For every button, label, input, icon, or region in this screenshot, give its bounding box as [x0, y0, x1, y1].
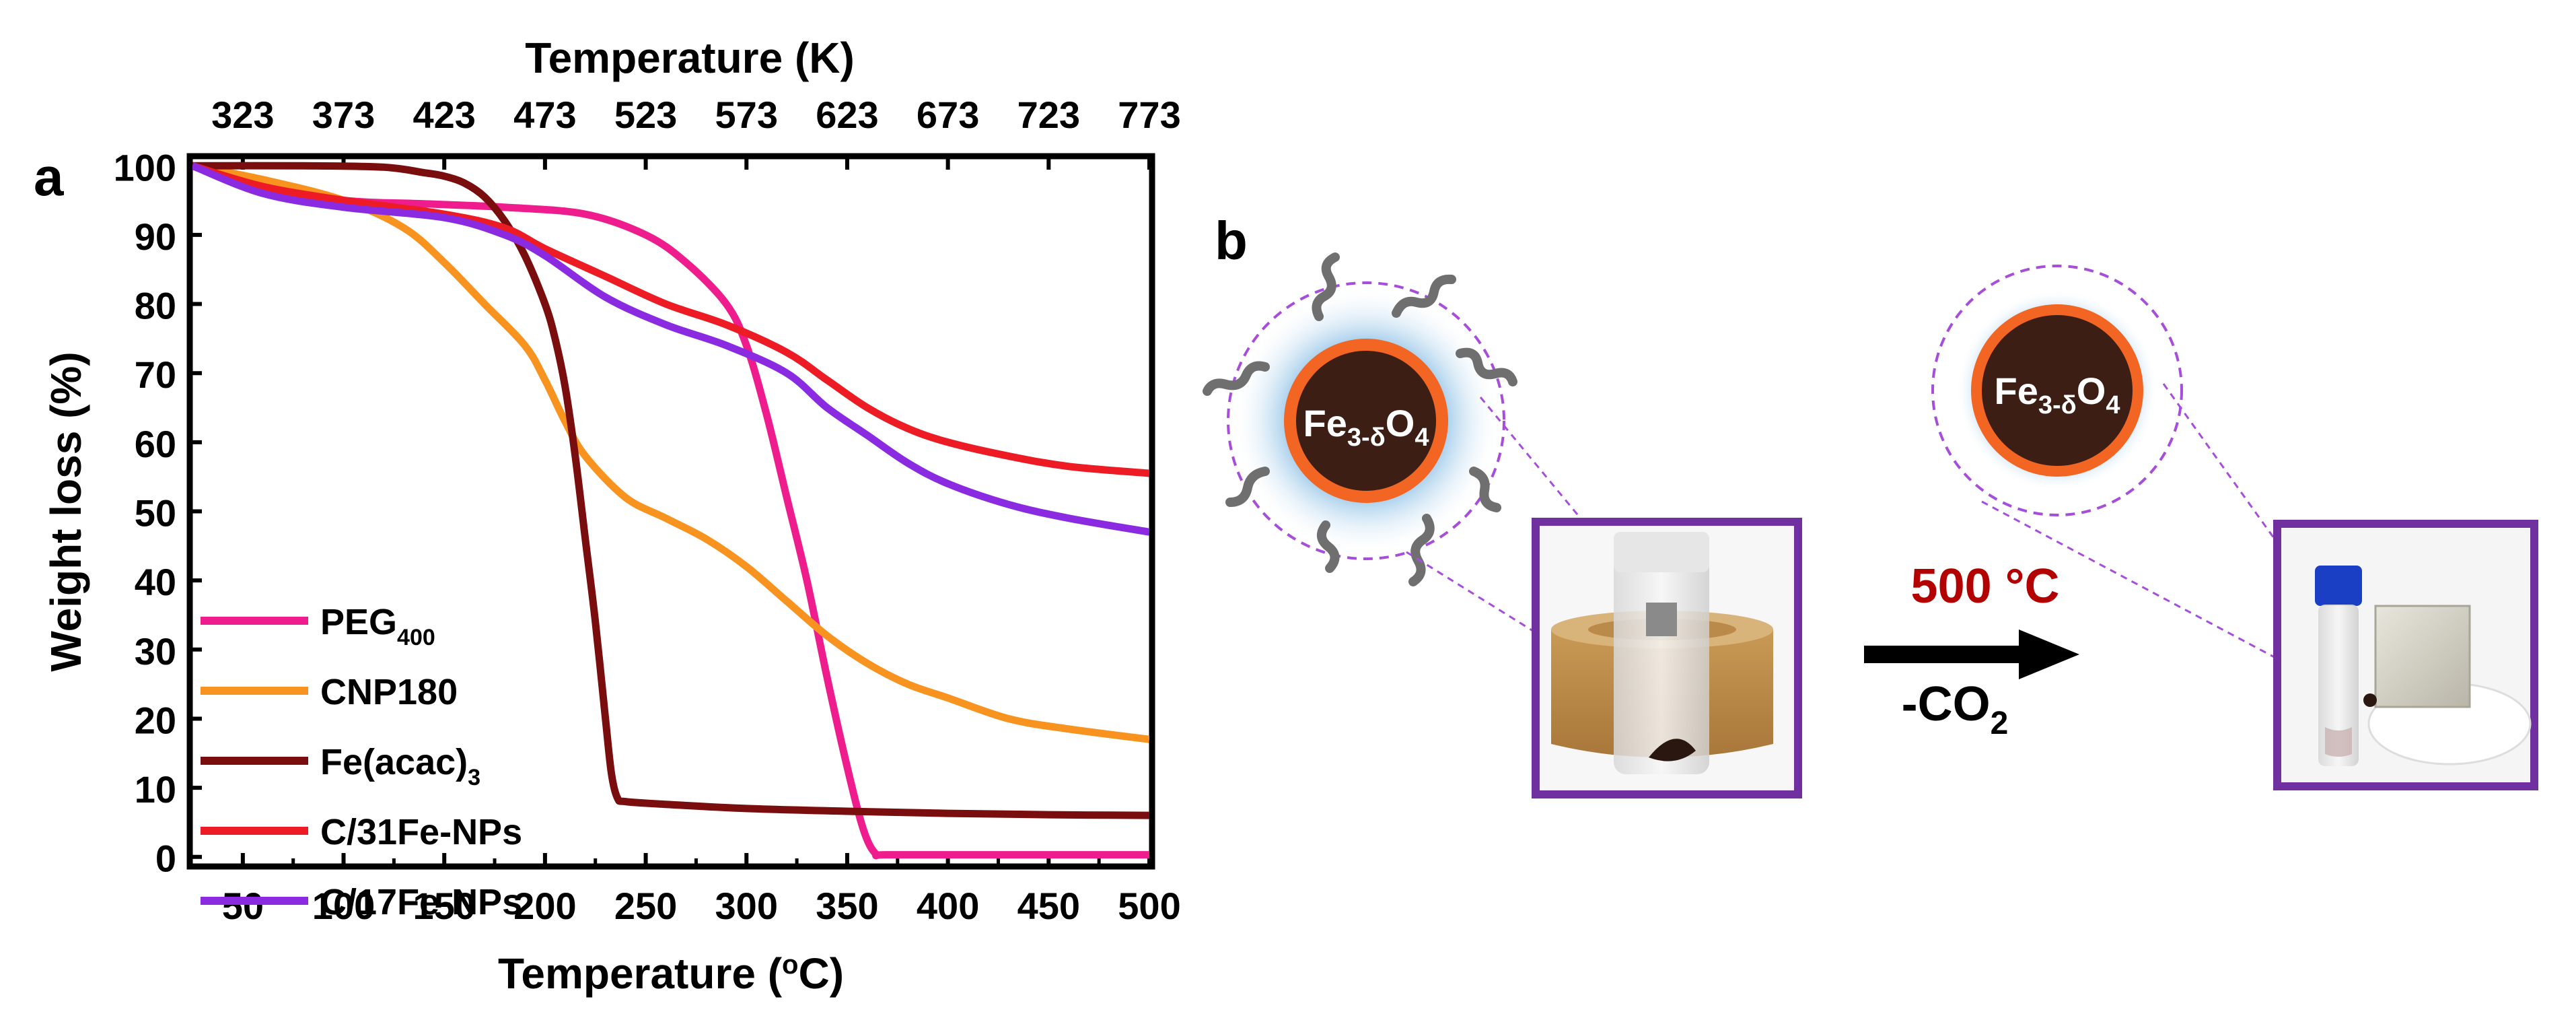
- coated-nanoparticle: Fe3-δO4: [1203, 252, 1517, 586]
- series-line-c-17fe-nps: [192, 162, 1149, 536]
- ligand-chains: [1203, 252, 1517, 586]
- arrow-head: [2019, 629, 2079, 679]
- y-tick-label: 60: [135, 423, 176, 465]
- panel-b-label: b: [1215, 211, 1248, 271]
- series-line-cnp180: [192, 162, 1149, 743]
- y-axis-title: Weight loss (%): [42, 351, 90, 671]
- legend: PEG400 CNP180 Fe(acac)3 C/31Fe-NPs C/17Fe-NP…: [201, 602, 522, 922]
- photo-vial-before: [1532, 518, 1802, 798]
- legend-label: Fe(acac)3: [320, 742, 480, 790]
- y-tick-label: 100: [114, 146, 176, 189]
- series-line-c-31fe-nps: [192, 162, 1149, 477]
- x-top-tick-label: 523: [614, 94, 677, 136]
- photo-vial-after: [2273, 520, 2538, 790]
- y-tick-label: 70: [135, 353, 176, 396]
- particle-formula-left: Fe3-δO4: [1303, 402, 1429, 452]
- legend-label: C/31Fe-NPs: [320, 812, 522, 852]
- y-tick-label: 0: [155, 838, 176, 880]
- y-tick-label: 10: [135, 768, 176, 811]
- x-tick-label: 100: [312, 885, 375, 927]
- x-top-tick-label: 573: [715, 94, 778, 136]
- x-axis-bottom: 50 100 150 200 250 300 350 400 450 500: [222, 853, 1181, 927]
- x-top-tick-label: 473: [513, 94, 576, 136]
- series-line-peg400: [192, 162, 1149, 860]
- series-line-fe-acac-3: [192, 162, 1149, 819]
- x-top-tick-label: 373: [312, 94, 375, 136]
- x-tick-label: 50: [222, 885, 264, 927]
- arrow-temperature-label: 500 °C: [1911, 559, 2060, 613]
- x-tick-label: 500: [1118, 885, 1180, 927]
- x-tick-label: 200: [513, 885, 576, 927]
- x-top-tick-label: 723: [1017, 94, 1080, 136]
- bare-nanoparticle: Fe3-δO4: [1931, 265, 2183, 516]
- x-top-tick-label: 623: [816, 94, 878, 136]
- legend-label: CNP180: [320, 672, 458, 712]
- plot-frame: [186, 153, 1155, 870]
- arrow-co2-label: -CO2: [1902, 677, 2009, 741]
- x-top-tick-label: 773: [1118, 94, 1180, 136]
- legend-label: PEG400: [320, 602, 435, 650]
- y-tick-label: 40: [135, 561, 176, 603]
- series-lines: [192, 162, 1149, 860]
- particle-core-right: [1982, 315, 2133, 466]
- x-top-tick-label: 323: [211, 94, 274, 136]
- dashed-zoom-circle-right: [1931, 265, 2183, 516]
- particle-core: [1296, 351, 1436, 491]
- dashed-zoom-circle-left: [1227, 281, 1505, 560]
- x-tick-label: 400: [917, 885, 979, 927]
- y-tick-label: 90: [135, 215, 176, 258]
- x-tick-label: 300: [715, 885, 778, 927]
- reaction-arrow: 500 °C -CO2: [1864, 559, 2079, 741]
- x-tick-label: 450: [1017, 885, 1080, 927]
- x-axis-top-title: Temperature (K): [525, 34, 855, 82]
- y-tick-label: 50: [135, 492, 176, 535]
- x-axis-top: 323 373 423 473 523 573 623 673 723 773: [211, 94, 1181, 170]
- particle-formula-right: Fe3-δO4: [1995, 370, 2120, 419]
- x-tick-label: 350: [816, 885, 878, 927]
- x-axis-title: Temperature (oC): [498, 949, 844, 998]
- panel-a-label: a: [34, 147, 64, 207]
- x-top-tick-label: 673: [917, 94, 979, 136]
- x-tick-label: 250: [614, 885, 677, 927]
- x-tick-label: 150: [413, 885, 475, 927]
- legend-label: C/17Fe-NPs: [320, 882, 522, 922]
- y-tick-label: 20: [135, 699, 176, 741]
- tga-chart: 0 10 20 30 40 50 60 70 80 90 100 50 100 150 200 250 300…: [42, 34, 1181, 998]
- y-tick-label: 30: [135, 630, 176, 673]
- x-top-tick-label: 423: [413, 94, 475, 136]
- y-axis: 0 10 20 30 40 50 60 70 80 90 100: [114, 146, 202, 880]
- y-tick-label: 80: [135, 285, 176, 327]
